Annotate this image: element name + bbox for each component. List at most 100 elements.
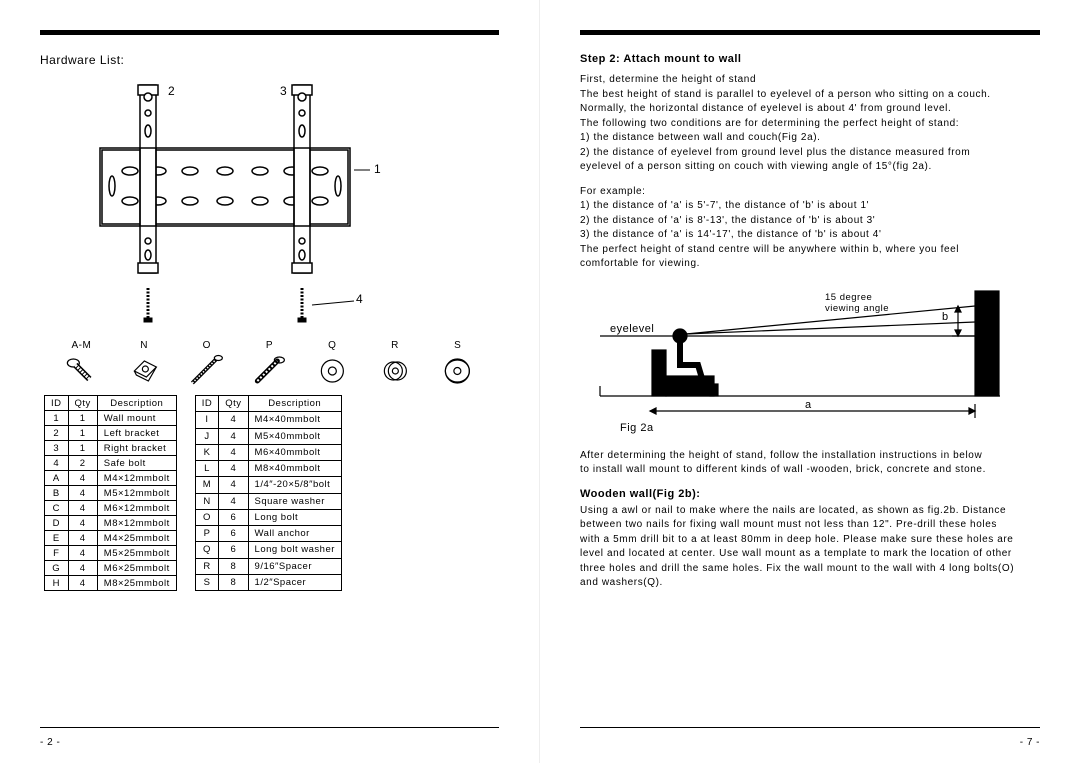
table-cell: 8 bbox=[219, 558, 248, 574]
table-cell: Long bolt washer bbox=[248, 542, 341, 558]
part-label: S bbox=[426, 340, 489, 351]
table-row: 21Left bracket bbox=[45, 426, 177, 441]
bottom-rule bbox=[40, 727, 499, 729]
table-cell: M5×12mmbolt bbox=[97, 486, 176, 501]
square-washer-icon bbox=[113, 353, 176, 389]
table-cell: 4 bbox=[68, 486, 97, 501]
table-cell: M bbox=[195, 477, 219, 493]
para-line: between two nails for fixing wall mount … bbox=[580, 519, 997, 530]
table-cell: C bbox=[45, 501, 69, 516]
table-cell: M4×12mmbolt bbox=[97, 471, 176, 486]
para-line: After determining the height of stand, f… bbox=[580, 450, 982, 461]
step2-title: Step 2: Attach mount to wall bbox=[580, 53, 1040, 65]
part-label: N bbox=[113, 340, 176, 351]
para-line: Using a awl or nail to make where the na… bbox=[580, 505, 1006, 516]
long-bolt-icon bbox=[175, 353, 238, 389]
para-line: 2) the distance of 'a' is 8'-13', the di… bbox=[580, 215, 875, 226]
page-number-left: - 2 - bbox=[40, 737, 60, 748]
para-line: For example: bbox=[580, 186, 646, 197]
table-cell: 4 bbox=[68, 501, 97, 516]
part-label: O bbox=[175, 340, 238, 351]
table-cell: Q bbox=[195, 542, 219, 558]
label-1: 1 bbox=[374, 162, 381, 176]
example-para: For example: 1) the distance of 'a' is 5… bbox=[580, 185, 1040, 272]
table-row: K4M6×40mmbolt bbox=[195, 444, 341, 460]
page-right: Step 2: Attach mount to wall First, dete… bbox=[540, 0, 1080, 763]
table-cell: 3 bbox=[45, 441, 69, 456]
table-row: 42Safe bolt bbox=[45, 456, 177, 471]
table-cell: 4 bbox=[219, 428, 248, 444]
table-header: Qty bbox=[68, 396, 97, 411]
para-line: level and located at center. Use wall mo… bbox=[580, 548, 1012, 559]
a-label: a bbox=[805, 399, 812, 411]
hardware-table-1: IDQtyDescription11Wall mount21Left brack… bbox=[44, 395, 177, 591]
table-cell: 4 bbox=[68, 561, 97, 576]
table-cell: 2 bbox=[45, 426, 69, 441]
table-row: R89/16″Spacer bbox=[195, 558, 341, 574]
para-line: Normally, the horizontal distance of eye… bbox=[580, 103, 951, 114]
table-cell: 1 bbox=[68, 411, 97, 426]
table-cell: 1/4″-20×5/8″bolt bbox=[248, 477, 341, 493]
table-cell: A bbox=[45, 471, 69, 486]
table-header: ID bbox=[195, 396, 219, 412]
part-label: R bbox=[364, 340, 427, 351]
table-cell: S bbox=[195, 574, 219, 590]
label-3: 3 bbox=[280, 84, 287, 98]
table-cell: E bbox=[45, 531, 69, 546]
table-cell: Long bolt bbox=[248, 509, 341, 525]
table-row: D4M8×12mmbolt bbox=[45, 516, 177, 531]
table-header: ID bbox=[45, 396, 69, 411]
after-fig-para: After determining the height of stand, f… bbox=[580, 449, 1040, 478]
table-cell: K bbox=[195, 444, 219, 460]
table-row: C4M6×12mmbolt bbox=[45, 501, 177, 516]
table-cell: 4 bbox=[219, 461, 248, 477]
table-cell: I bbox=[195, 412, 219, 428]
para-line: The following two conditions are for det… bbox=[580, 118, 959, 129]
angle-label: 15 degree bbox=[825, 292, 872, 303]
para-line: First, determine the height of stand bbox=[580, 74, 756, 85]
table-cell: 4 bbox=[219, 477, 248, 493]
para-line: The perfect height of stand centre will … bbox=[580, 244, 959, 255]
table-cell: B bbox=[45, 486, 69, 501]
table-cell: 1 bbox=[45, 411, 69, 426]
para-line: The best height of stand is parallel to … bbox=[580, 89, 991, 100]
table-cell: Wall mount bbox=[97, 411, 176, 426]
table-row: 31Right bracket bbox=[45, 441, 177, 456]
table-cell: Square washer bbox=[248, 493, 341, 509]
table-cell: 4 bbox=[68, 471, 97, 486]
determine-height-para: First, determine the height of stand The… bbox=[580, 73, 1040, 175]
label-4: 4 bbox=[356, 292, 363, 306]
table-cell: 4 bbox=[219, 412, 248, 428]
wooden-para: Using a awl or nail to make where the na… bbox=[580, 504, 1040, 591]
fig2a-caption: Fig 2a bbox=[620, 422, 654, 434]
spacer-s-icon bbox=[426, 353, 489, 389]
table-header: Description bbox=[97, 396, 176, 411]
hardware-list-title: Hardware List: bbox=[40, 53, 499, 67]
label-2: 2 bbox=[168, 84, 175, 98]
table-cell: M8×25mmbolt bbox=[97, 576, 176, 591]
table-row: H4M8×25mmbolt bbox=[45, 576, 177, 591]
para-line: comfortable for viewing. bbox=[580, 258, 700, 269]
part-label: A-M bbox=[50, 340, 113, 351]
page-number-right: - 7 - bbox=[1020, 737, 1040, 748]
table-cell: H bbox=[45, 576, 69, 591]
table-row: Q6Long bolt washer bbox=[195, 542, 341, 558]
table-header: Qty bbox=[219, 396, 248, 412]
table-cell: 6 bbox=[219, 542, 248, 558]
top-rule bbox=[580, 30, 1040, 35]
table-cell: 9/16″Spacer bbox=[248, 558, 341, 574]
table-header: Description bbox=[248, 396, 341, 412]
table-row: G4M6×25mmbolt bbox=[45, 561, 177, 576]
table-cell: M8×40mmbolt bbox=[248, 461, 341, 477]
table-cell: P bbox=[195, 526, 219, 542]
table-cell: M5×40mmbolt bbox=[248, 428, 341, 444]
page-left: Hardware List: bbox=[0, 0, 540, 763]
para-line: and washers(Q). bbox=[580, 577, 663, 588]
part-label: Q bbox=[301, 340, 364, 351]
figure-2a: eyelevel a b 15 degree viewing angle Fig… bbox=[580, 286, 1020, 436]
table-cell: 4 bbox=[68, 516, 97, 531]
bottom-rule bbox=[580, 727, 1040, 729]
table-cell: M6×25mmbolt bbox=[97, 561, 176, 576]
table-cell: N bbox=[195, 493, 219, 509]
table-cell: M4×40mmbolt bbox=[248, 412, 341, 428]
